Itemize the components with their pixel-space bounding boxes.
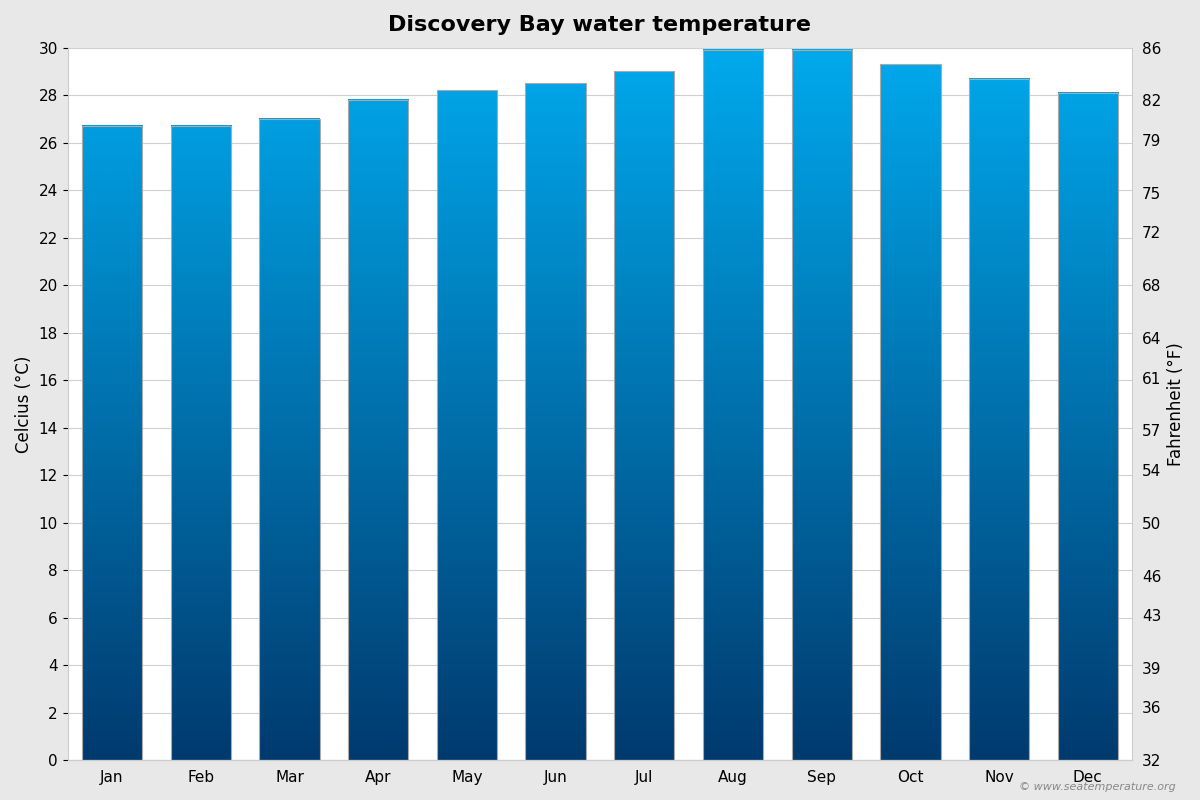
- Bar: [703, 50, 763, 760]
- Y-axis label: Fahrenheit (°F): Fahrenheit (°F): [1166, 342, 1186, 466]
- Bar: [82, 126, 142, 760]
- Text: © www.seatemperature.org: © www.seatemperature.org: [1019, 782, 1176, 792]
- Bar: [348, 100, 408, 760]
- Bar: [259, 119, 319, 760]
- Bar: [968, 78, 1030, 760]
- Title: Discovery Bay water temperature: Discovery Bay water temperature: [389, 15, 811, 35]
- Bar: [792, 50, 852, 760]
- Bar: [1057, 93, 1118, 760]
- Y-axis label: Celcius (°C): Celcius (°C): [16, 355, 34, 453]
- Bar: [526, 83, 586, 760]
- Bar: [881, 64, 941, 760]
- Bar: [614, 71, 674, 760]
- Bar: [170, 126, 230, 760]
- Bar: [437, 90, 497, 760]
